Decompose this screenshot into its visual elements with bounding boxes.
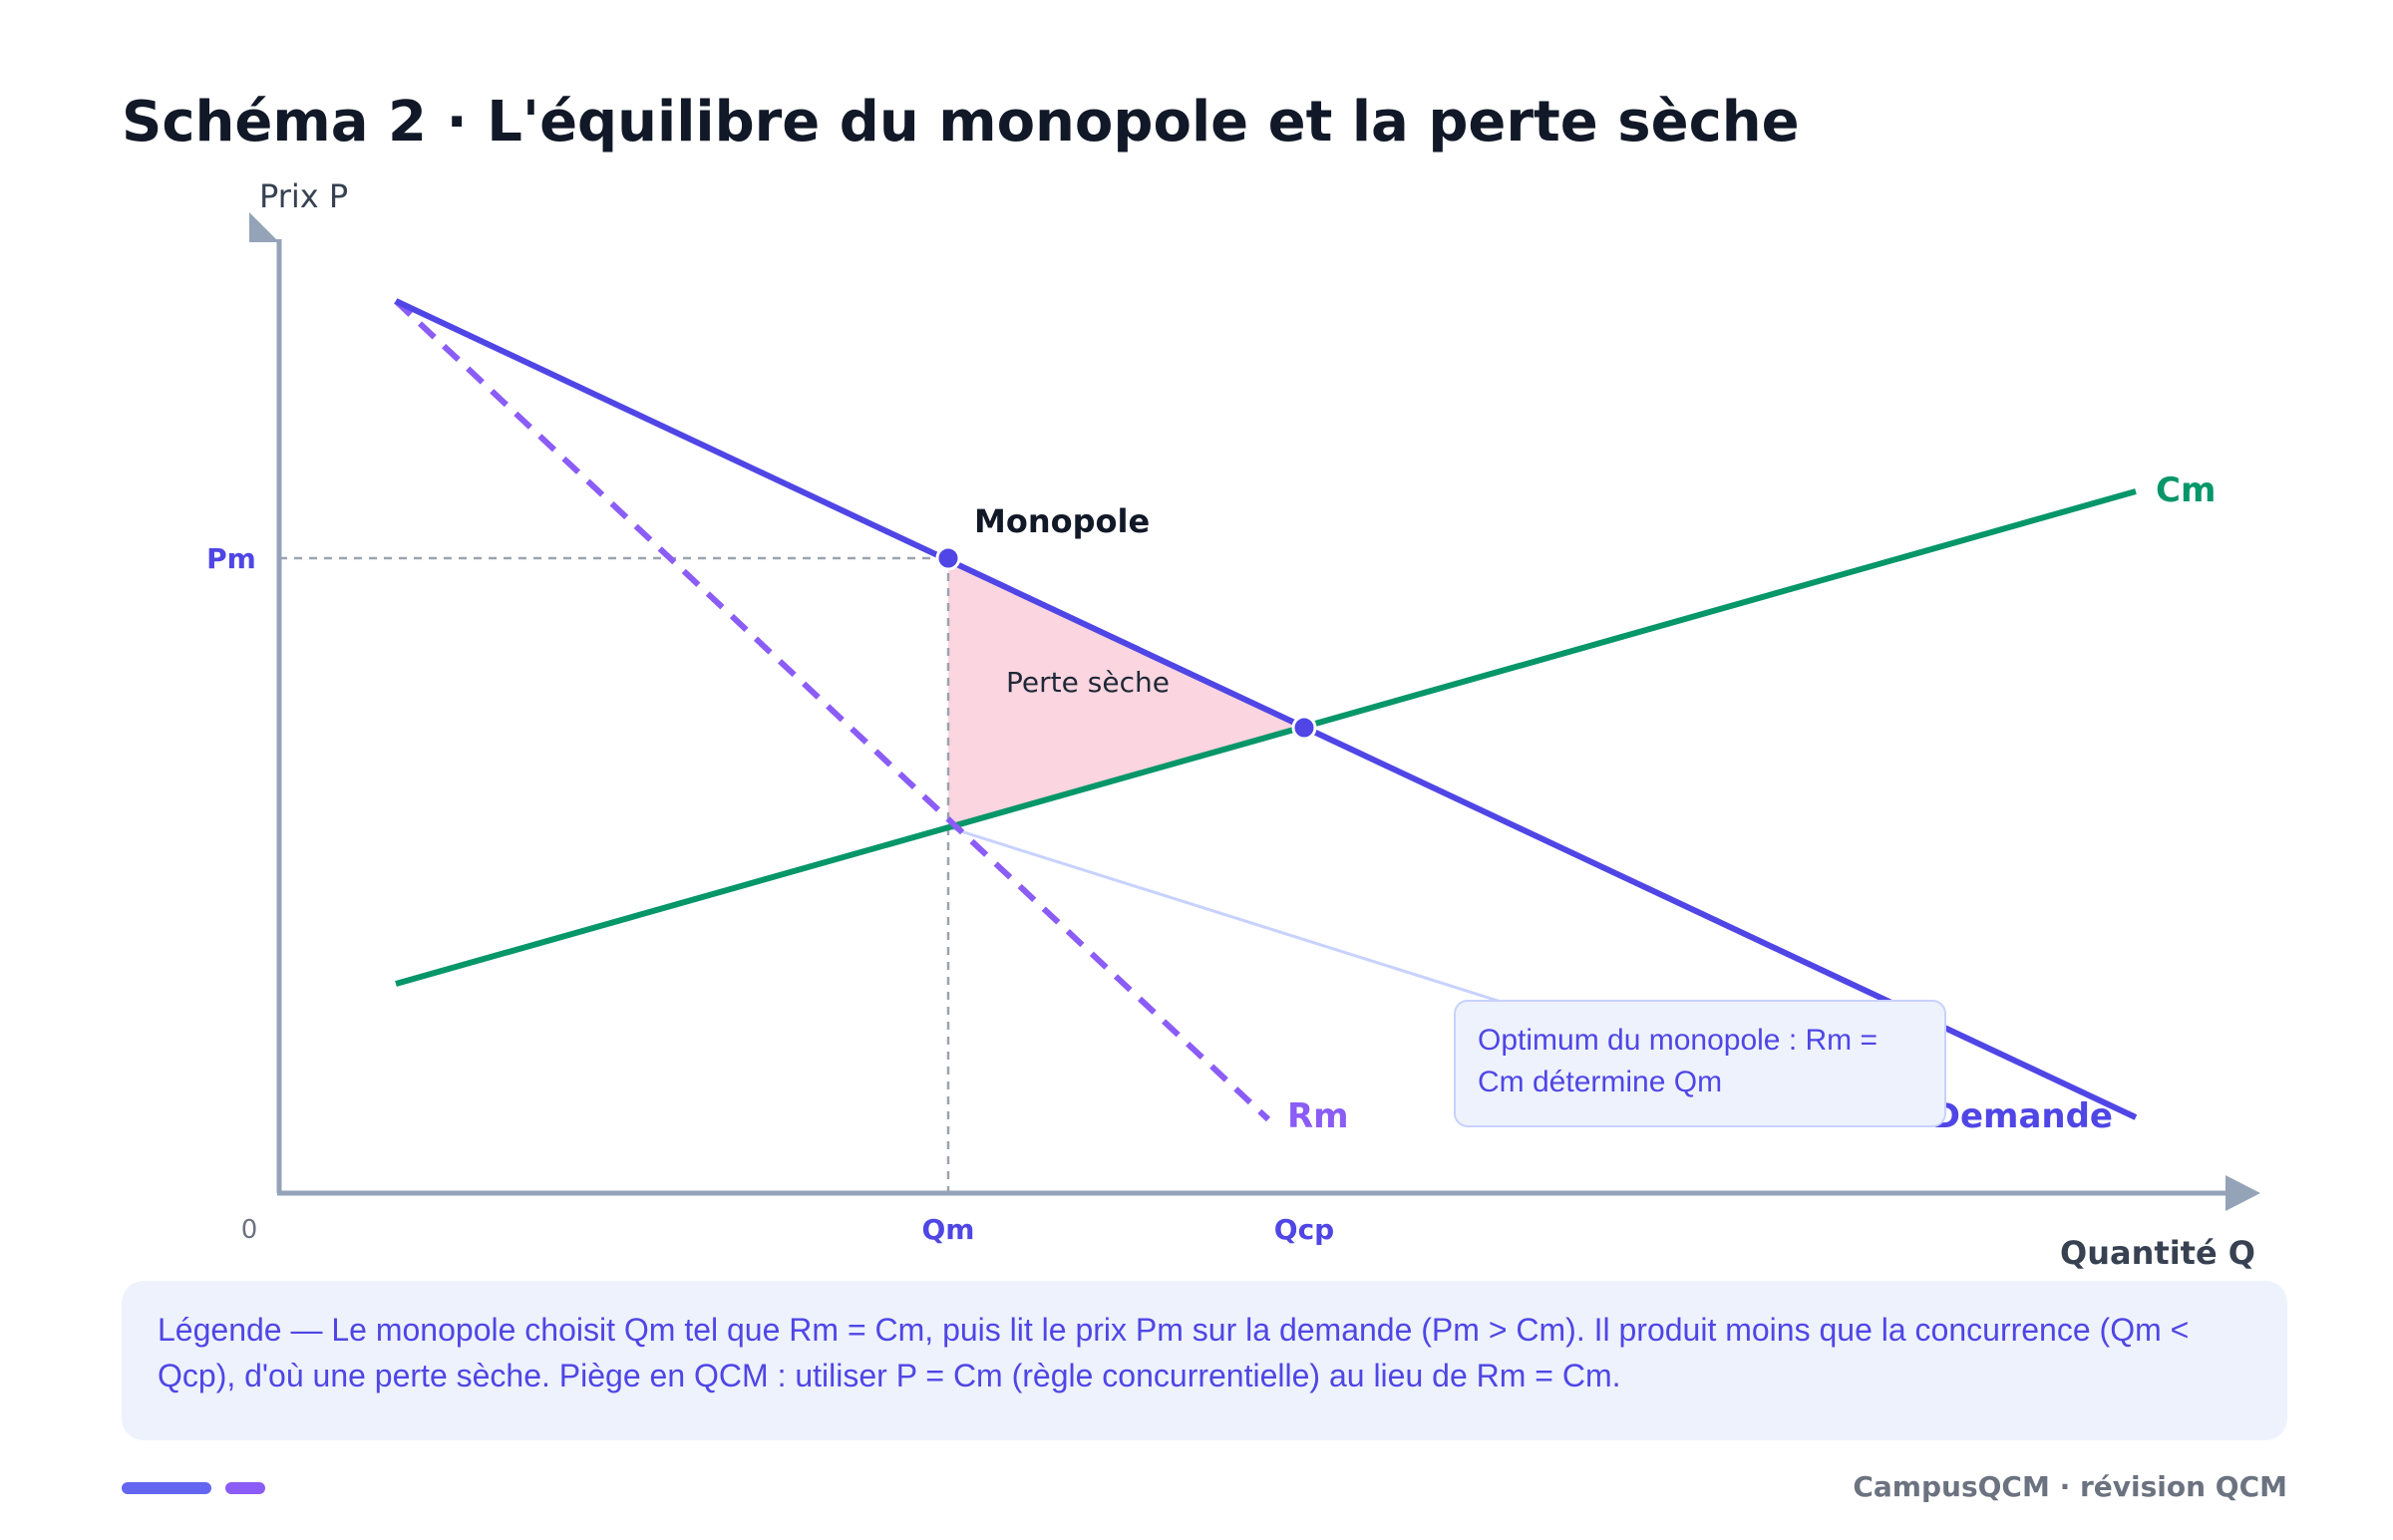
marginal-revenue-curve [393, 298, 1271, 1122]
pm-tick-label: Pm [206, 542, 256, 575]
deadweight-loss-label: Perte sèche [1006, 666, 1170, 699]
origin-label: 0 [241, 1215, 258, 1245]
x-axis-arrow [2225, 1175, 2260, 1211]
deadweight-loss-area [948, 558, 1304, 827]
chart-title: Schéma 2 · L'équilibre du monopole et la… [122, 90, 1800, 154]
demand-curve [394, 298, 2138, 1120]
footer-accent-bar-small [225, 1482, 265, 1494]
marginal-revenue-label: Rm [1287, 1096, 1349, 1136]
competitive-equilibrium-point [1291, 715, 1317, 741]
y-axis-label: Prix P [259, 177, 348, 215]
legend-box: Légende — Le monopole choisit Qm tel que… [122, 1281, 2287, 1440]
callout-connector [947, 825, 1512, 1007]
footer-credit: CampusQCM · révision QCM [1853, 1470, 2287, 1503]
monopoly-point-label: Monopole [974, 502, 1150, 540]
marginal-cost-label: Cm [2156, 470, 2216, 510]
qm-tick-label: Qm [922, 1213, 975, 1246]
footer-accent-bar [122, 1482, 211, 1494]
monopoly-point [935, 545, 961, 571]
demand-label: Demande [1932, 1096, 2113, 1136]
x-axis-label: Quantité Q [2060, 1234, 2255, 1272]
optimum-callout: Optimum du monopole : Rm = Cm détermine … [1454, 1000, 1946, 1127]
marginal-cost-curve [395, 488, 2137, 987]
y-axis-arrow [249, 212, 279, 242]
qcp-tick-label: Qcp [1274, 1213, 1334, 1246]
